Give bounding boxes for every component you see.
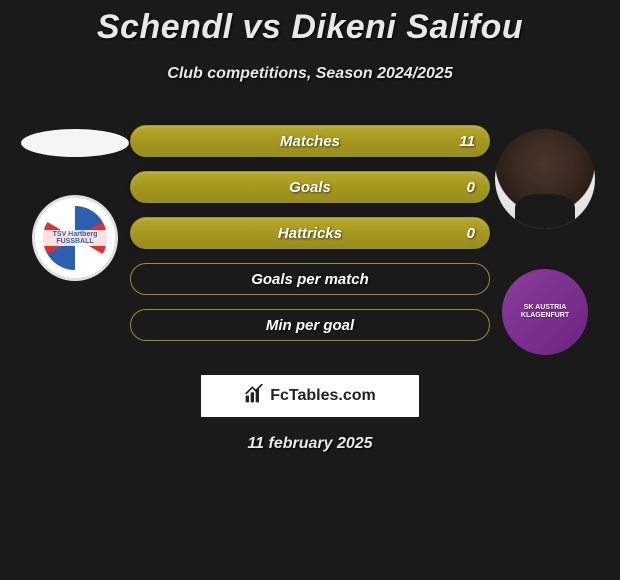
right-club-badge: SK AUSTRIA KLAGENFURT	[502, 269, 588, 355]
stat-label: Hattricks	[278, 225, 342, 242]
stat-bar: Min per goal	[130, 309, 490, 341]
page-title: Schendl vs Dikeni Salifou	[0, 0, 620, 47]
watermark-text: FcTables.com	[270, 387, 376, 405]
stat-label: Goals	[289, 179, 331, 196]
stat-bar: Goals 0	[130, 171, 490, 203]
chart-icon	[244, 384, 264, 409]
left-club-badge: TSV Hartberg FUSSBALL	[32, 195, 118, 281]
stat-bar: Goals per match	[130, 263, 490, 295]
stat-bar: Matches 11	[130, 125, 490, 157]
page-subtitle: Club competitions, Season 2024/2025	[0, 65, 620, 83]
left-player-avatar	[21, 129, 129, 157]
stats-column: Matches 11 Goals 0 Hattricks 0 Goals per match…	[130, 125, 490, 355]
stat-label: Min per goal	[266, 317, 354, 334]
stat-value-right: 11	[459, 133, 475, 150]
left-column: TSV Hartberg FUSSBALL	[20, 125, 130, 355]
stat-label: Matches	[280, 133, 340, 150]
stat-value-right: 0	[467, 179, 475, 196]
right-player-avatar	[495, 129, 595, 229]
date-line: 11 february 2025	[0, 435, 620, 453]
stat-value-right: 0	[467, 225, 475, 242]
stat-bar: Hattricks 0	[130, 217, 490, 249]
stat-label: Goals per match	[251, 271, 369, 288]
watermark: FcTables.com	[201, 375, 419, 417]
right-club-label: SK AUSTRIA KLAGENFURT	[502, 304, 588, 319]
left-club-label: TSV Hartberg FUSSBALL	[35, 230, 115, 246]
stats-area: TSV Hartberg FUSSBALL Matches11Goals0Hat…	[0, 125, 620, 355]
right-column: SK AUSTRIA KLAGENFURT	[490, 125, 600, 355]
